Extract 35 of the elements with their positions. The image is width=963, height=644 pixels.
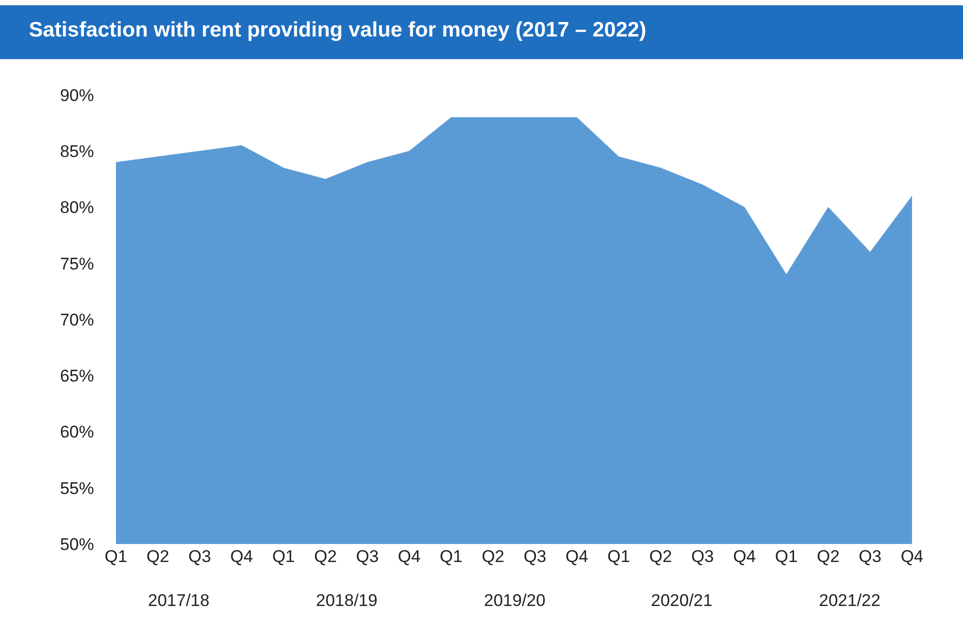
x-tick-label: Q3 — [858, 547, 882, 566]
x-tick-label: Q4 — [566, 547, 588, 566]
y-tick-label: 65% — [60, 366, 94, 386]
x-tick-label: Q2 — [314, 547, 337, 566]
x-tick-label: Q1 — [104, 547, 128, 566]
x-tick-label: Q2 — [482, 547, 504, 566]
y-tick-label: 55% — [60, 478, 94, 498]
y-tick-label: 80% — [60, 198, 94, 218]
x-tick-label: Q4 — [230, 547, 253, 566]
x-tick-label: Q3 — [188, 547, 212, 566]
y-tick-label: 50% — [60, 534, 94, 554]
y-tick-label: 85% — [60, 142, 94, 162]
x-tick-label: Q3 — [524, 547, 546, 566]
x-tick-label: Q3 — [356, 547, 379, 566]
y-tick-label: 75% — [60, 254, 94, 274]
text: 2019/20 — [484, 591, 546, 610]
x-tick-label: Q1 — [607, 547, 630, 566]
x-tick-label: Q2 — [146, 547, 170, 566]
x-tick-label: Q2 — [816, 547, 840, 566]
text: 2020/21 — [651, 591, 712, 610]
x-tick-label: Q4 — [398, 547, 421, 566]
x-tick-label: Q3 — [691, 547, 714, 566]
x-tick-label: Q4 — [733, 547, 756, 566]
x-tick-label: Q2 — [649, 547, 672, 566]
y-tick-label: 70% — [60, 310, 94, 330]
y-tick-label: 90% — [60, 86, 94, 105]
x-tick-label: Q1 — [440, 547, 462, 566]
text: 2021/22 — [819, 591, 880, 610]
x-tick-label: Q1 — [272, 547, 295, 566]
x-tick-label: Q4 — [900, 547, 924, 566]
y-tick-label: 60% — [60, 422, 94, 442]
text: 2018/19 — [316, 591, 378, 610]
text: 2017/18 — [148, 591, 210, 610]
x-tick-label: Q1 — [775, 547, 798, 566]
chart-title: Satisfaction with rent providing value for money (2017 – 2022) — [28, 18, 646, 42]
